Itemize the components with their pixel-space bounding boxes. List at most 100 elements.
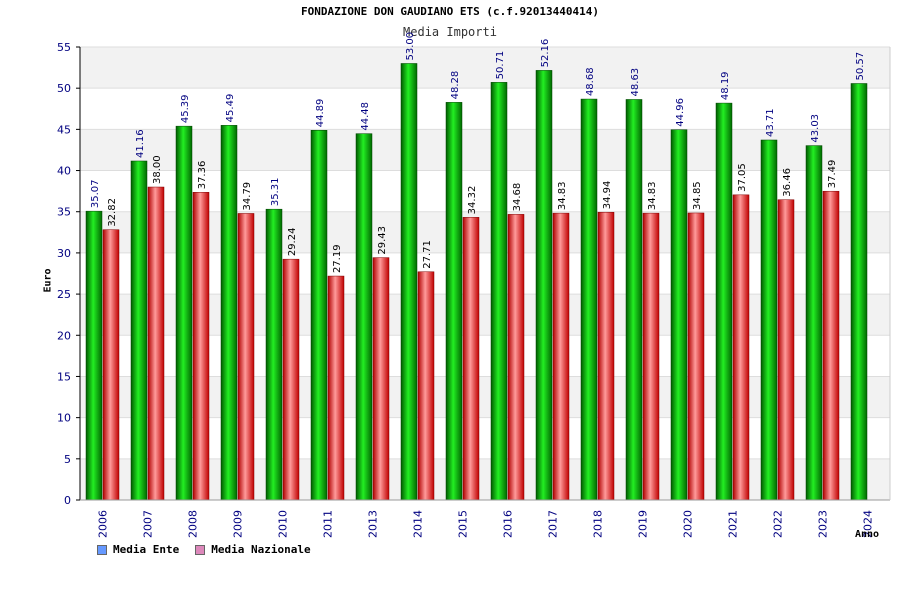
data-label: 45.49 (225, 94, 236, 123)
data-label: 35.07 (90, 180, 101, 209)
data-label: 34.85 (692, 181, 703, 210)
grid-band (80, 47, 890, 89)
bar-ente (670, 129, 688, 501)
data-label: 27.19 (332, 244, 343, 273)
legend-item-ente: Media Ente (97, 543, 179, 556)
grid (80, 46, 890, 501)
bar-ente (265, 208, 283, 501)
data-label: 48.19 (720, 71, 731, 100)
y-tick-label: 45 (57, 123, 71, 136)
y-tick-label: 10 (57, 412, 71, 425)
data-label: 34.94 (602, 181, 613, 210)
data-label: 48.63 (630, 68, 641, 97)
bar-ente (175, 125, 193, 501)
data-label: 44.96 (675, 98, 686, 127)
bar-ente (400, 63, 418, 501)
data-label: 34.79 (242, 182, 253, 211)
data-label: 50.71 (495, 51, 506, 80)
bar-nazionale (282, 258, 300, 501)
x-tick-label: 2022 (772, 510, 785, 538)
data-label: 37.36 (197, 161, 208, 190)
x-tick-label: 2010 (277, 510, 290, 538)
grid-band (80, 129, 890, 171)
grid-band (80, 294, 890, 336)
legend-swatch-ente (97, 544, 107, 555)
data-label: 37.49 (827, 160, 838, 189)
data-label: 38.00 (152, 155, 163, 184)
data-label: 48.68 (585, 67, 596, 96)
x-tick-label: 2023 (817, 510, 830, 538)
x-tick-label: 2015 (457, 510, 470, 538)
bar-nazionale (552, 212, 570, 501)
data-label: 43.03 (810, 114, 821, 143)
x-tick-label: 2021 (727, 510, 740, 538)
bar-nazionale (237, 213, 255, 501)
grid-band (80, 458, 890, 500)
bar-ente (310, 130, 328, 501)
bar-ente (220, 125, 238, 501)
data-label: 48.28 (450, 71, 461, 100)
x-tick-label: 2020 (682, 510, 695, 538)
x-tick-label: 2017 (547, 510, 560, 538)
bar-nazionale (327, 275, 345, 501)
y-tick-label: 15 (57, 370, 71, 383)
data-label: 29.43 (377, 226, 388, 255)
bars (85, 63, 868, 501)
x-tick-label: 2006 (97, 510, 110, 538)
bar-ente (535, 70, 553, 501)
x-tick-label: 2024 (862, 510, 875, 538)
bar-nazionale (192, 192, 210, 501)
y-tick-label: 0 (64, 494, 71, 507)
y-tick-label: 20 (57, 329, 71, 342)
grid-band (80, 376, 890, 418)
y-tick-label: 25 (57, 288, 71, 301)
bar-nazionale (462, 217, 480, 501)
data-label: 45.39 (180, 95, 191, 124)
bar-nazionale (507, 214, 525, 501)
data-label: 44.89 (315, 99, 326, 128)
chart-title: FONDAZIONE DON GAUDIANO ETS (c.f.9201344… (300, 5, 599, 18)
data-label: 53.00 (405, 32, 416, 61)
grid-band (80, 211, 890, 253)
data-labels: 35.07 32.82 41.16 38.00 45.39 37.36 45.49 34.79… (90, 32, 866, 273)
data-label: 35.31 (270, 178, 281, 207)
legend-label-ente: Media Ente (113, 543, 180, 556)
bar-nazionale (417, 271, 435, 501)
data-label: 36.46 (782, 168, 793, 197)
x-tick-label: 2018 (592, 510, 605, 538)
data-label: 43.71 (765, 108, 776, 137)
axes: 0 5 10 15 20 25 30 35 40 45 50 55 2006 2007 2008 2009 20… (57, 41, 891, 538)
x-tick-label: 2019 (637, 510, 650, 538)
x-tick-label: 2013 (367, 510, 380, 538)
bar-nazionale (822, 190, 840, 501)
data-label: 52.16 (540, 39, 551, 68)
bar-ente (490, 82, 508, 501)
bar-nazionale (102, 229, 120, 501)
bar-nazionale (372, 257, 390, 501)
legend-label-nazionale: Media Nazionale (211, 543, 311, 556)
x-tick-label: 2007 (142, 510, 155, 538)
data-label: 34.83 (557, 181, 568, 210)
x-tick-label: 2016 (502, 510, 515, 538)
bar-ente (130, 160, 148, 501)
bar-nazionale (777, 199, 795, 501)
data-label: 29.24 (287, 228, 298, 257)
bar-ente (85, 210, 103, 501)
y-tick-label: 30 (57, 247, 71, 260)
bar-ente (580, 98, 598, 501)
bar-nazionale (147, 186, 165, 501)
legend-item-nazionale: Media Nazionale (195, 543, 311, 556)
legend: Media Ente Media Nazionale (97, 543, 311, 556)
bar-ente (805, 145, 823, 501)
x-axis-label: Anno (855, 529, 880, 540)
bar-nazionale (687, 212, 705, 501)
data-label: 37.05 (737, 163, 748, 192)
data-label: 41.16 (135, 129, 146, 158)
bar-nazionale (732, 194, 750, 501)
x-tick-label: 2008 (187, 510, 200, 538)
bar-ente (850, 83, 868, 501)
bar-ente (625, 99, 643, 501)
bar-ente (760, 139, 778, 501)
